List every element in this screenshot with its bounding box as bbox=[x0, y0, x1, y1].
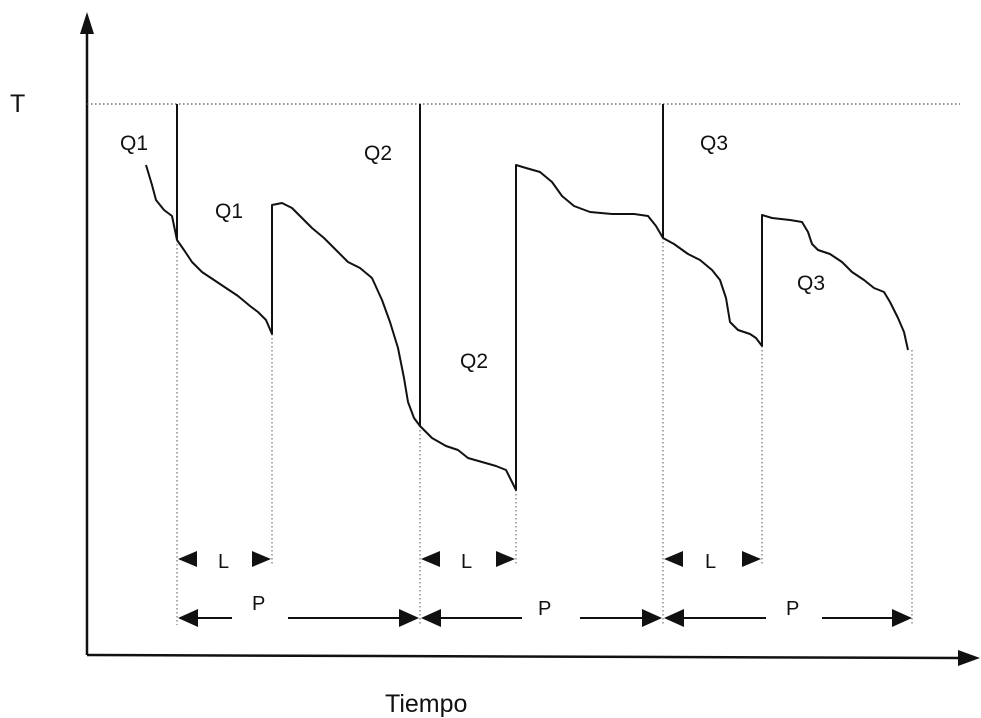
arrow-right bbox=[399, 609, 419, 627]
guide-lines bbox=[176, 238, 913, 625]
period-label: P bbox=[538, 598, 551, 620]
curve-labels: Q1 Q1 Q2 Q2 Q3 Q3 bbox=[120, 132, 825, 373]
period-interval-2: P bbox=[421, 598, 662, 627]
arrow-left bbox=[664, 609, 684, 627]
lead-time-interval-1: L bbox=[178, 551, 271, 573]
period-interval-1: P bbox=[178, 593, 419, 627]
lead-time-interval-2: L bbox=[421, 551, 515, 573]
arrow-left bbox=[664, 551, 683, 567]
arrow-left bbox=[178, 551, 197, 567]
lead-time-interval-3: L bbox=[664, 551, 761, 573]
lead-time-label: L bbox=[461, 551, 472, 573]
x-axis-label: Tiempo bbox=[385, 690, 467, 718]
x-axis-arrowhead bbox=[958, 650, 980, 666]
label-q1-bottom: Q1 bbox=[215, 200, 243, 223]
arrow-left bbox=[421, 609, 441, 627]
arrow-right bbox=[252, 551, 271, 567]
lead-time-label: L bbox=[218, 551, 229, 573]
arrow-right bbox=[496, 551, 515, 567]
label-q3-bottom: Q3 bbox=[797, 272, 825, 295]
axes bbox=[80, 12, 980, 666]
lead-time-intervals: L L L bbox=[178, 551, 761, 573]
period-interval-3: P bbox=[664, 598, 912, 627]
label-q3-top: Q3 bbox=[700, 132, 728, 155]
period-label: P bbox=[786, 598, 799, 620]
period-label: P bbox=[252, 593, 265, 615]
arrow-left bbox=[421, 551, 440, 567]
y-axis-arrowhead bbox=[80, 12, 94, 34]
x-axis bbox=[86, 653, 963, 660]
arrow-right bbox=[742, 551, 761, 567]
inventory-curve bbox=[145, 164, 909, 491]
review-lines bbox=[176, 104, 664, 426]
y-axis-label: T bbox=[10, 90, 25, 118]
arrow-right bbox=[892, 609, 912, 627]
arrow-right bbox=[642, 609, 662, 627]
lead-time-label: L bbox=[705, 551, 716, 573]
arrow-left bbox=[178, 609, 198, 627]
label-q1-top: Q1 bbox=[120, 132, 148, 155]
label-q2-top: Q2 bbox=[364, 142, 392, 165]
period-intervals: P P P bbox=[178, 593, 912, 627]
label-q2-bottom: Q2 bbox=[460, 350, 488, 373]
